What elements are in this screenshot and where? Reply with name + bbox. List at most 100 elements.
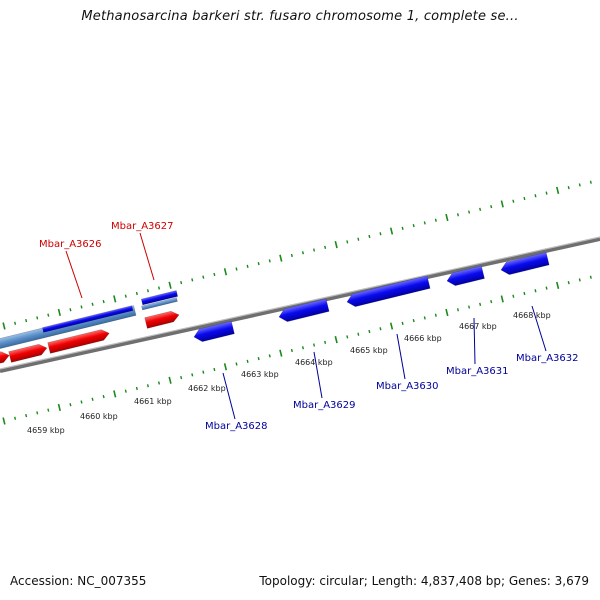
gene-label: Mbar_A3628 [205,421,268,432]
reverse-gene-arrow [278,298,330,322]
label-leader-line [139,232,155,281]
lower-row-minor-tick [235,362,238,366]
tick-label: 4665 kbp [350,346,388,355]
tick-label: 4666 kbp [404,334,442,343]
upper-row-minor-tick [202,275,205,279]
upper-row-minor-tick [191,278,194,282]
lower-row-minor-tick [246,359,249,363]
lower-row-minor-tick [180,375,183,380]
upper-row-minor-tick [290,253,293,258]
tick-label: 4663 kbp [241,370,279,379]
lower-row-minor-tick [412,319,415,323]
lower-row-minor-tick [523,291,526,296]
label-leader-line [65,250,83,299]
upper-row-minor-tick [368,234,371,239]
upper-row-minor-tick [180,280,183,285]
lower-row-minor-tick [91,397,94,401]
tick-label: 4662 kbp [188,384,226,393]
lower-row-minor-tick [512,294,515,298]
accession-text: Accession: NC_007355 [10,574,147,588]
lower-row-minor-tick [80,400,83,404]
gene-label: Mbar_A3631 [446,366,509,377]
lower-row-minor-tick [14,416,17,420]
lower-row-minor-tick [36,411,39,415]
upper-row-minor-tick [324,245,327,249]
lower-row-minor-tick [301,346,304,350]
lower-row-minor-tick [268,354,271,358]
tick-label: 4659 kbp [27,426,65,435]
upper-row-minor-tick [412,224,415,228]
tick-label: 4668 kbp [513,311,551,320]
forward-gene-arrow [144,310,180,329]
lower-row-major-tick [113,390,117,398]
upper-row-minor-tick [479,207,482,211]
lower-row-major-tick [500,295,504,303]
upper-row-major-tick [279,254,283,262]
upper-row-minor-tick [423,221,426,225]
reverse-gene-arrow [500,251,550,275]
lower-row-minor-tick [102,394,105,399]
upper-row-minor-tick [268,259,271,263]
lower-row-minor-tick [357,332,360,336]
feature-band [141,297,178,311]
upper-row-minor-tick [80,305,83,309]
upper-row-major-tick [334,241,338,249]
upper-row-major-tick [2,322,6,330]
lower-row-minor-tick [135,386,138,391]
gene-label: Mbar_A3626 [39,239,102,250]
lower-row-minor-tick [479,302,482,306]
tick-label: 4661 kbp [134,397,172,406]
upper-row-minor-tick [25,318,28,323]
lower-row-minor-tick [567,281,570,285]
upper-row-minor-tick [235,267,238,271]
reverse-gene-arrow [446,265,485,286]
lower-row-minor-tick [146,384,149,388]
upper-row-major-tick [57,308,61,317]
tick-label: 4660 kbp [80,412,118,421]
lower-row-minor-tick [545,286,548,290]
upper-row-minor-tick [379,232,382,236]
label-leader-line [531,305,547,352]
lower-row-minor-tick [589,275,592,279]
upper-row-minor-tick [534,194,537,198]
lower-row-minor-tick [257,356,260,361]
lower-row-minor-tick [124,389,127,393]
lower-row-minor-tick [69,403,72,407]
upper-row-minor-tick [135,291,138,296]
upper-row-major-tick [389,227,394,235]
lower-row-major-tick [279,349,283,357]
lower-row-minor-tick [423,316,426,320]
backbone [0,236,600,373]
lower-row-minor-tick [191,373,194,377]
gene-features [0,251,550,368]
lower-row-minor-tick [368,329,371,334]
tick-label: 4664 kbp [295,358,333,367]
map-title: Methanosarcina barkeri str. fusaro chrom… [81,9,519,24]
gene-label: Mbar_A3630 [376,381,439,392]
upper-row-minor-tick [456,213,460,217]
upper-row-minor-tick [434,218,437,222]
gene-labels: Mbar_A3626 Mbar_A3627 Mbar_A3628 Mbar_A3629… [39,221,579,432]
backbone-highlight [0,236,600,370]
upper-row-minor-tick [301,251,304,255]
upper-row-minor-tick [523,196,526,201]
upper-row-minor-tick [545,191,548,195]
upper-row-minor-tick [47,313,50,317]
upper-row-minor-tick [589,180,592,184]
upper-row-minor-tick [346,240,349,244]
label-lines [65,232,547,420]
label-leader-line [396,333,406,380]
upper-row-minor-tick [401,226,404,230]
tick-label: 4667 kbp [459,322,497,331]
upper-row-major-tick [556,186,560,194]
lower-row-minor-tick [25,413,28,418]
label-leader-line [313,351,323,399]
upper-row-minor-tick [512,199,515,203]
lower-row-minor-tick [468,305,471,309]
lower-row-major-tick [556,281,560,289]
upper-row-major-tick [223,268,228,276]
lower-row-minor-tick [490,300,493,304]
upper-row-minor-tick [257,261,260,266]
forward-gene-arrow [8,343,48,363]
